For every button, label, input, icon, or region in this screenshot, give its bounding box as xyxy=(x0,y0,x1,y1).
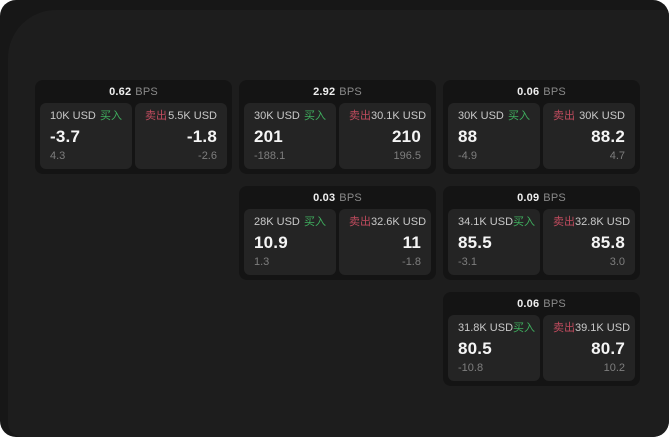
bps-value: 2.92 xyxy=(313,85,336,98)
buy-side-tag: 买入 xyxy=(100,110,122,122)
sell-amount-label: 30.1K USD xyxy=(371,110,427,122)
quote-card-grid: 0.62 BPS 10K USD 买入 -3.7 4.3 卖出 xyxy=(35,80,640,386)
bps-header: 0.09 BPS xyxy=(448,186,635,209)
bps-unit-label: BPS xyxy=(339,191,362,204)
sell-delta: -2.6 xyxy=(198,150,217,162)
quote-card: 0.03 BPS 28K USD 买入 10.9 1.3 卖出 xyxy=(239,186,436,280)
buy-price: 201 xyxy=(254,127,283,146)
sell-panel[interactable]: 卖出 30K USD 88.2 4.7 xyxy=(543,103,635,169)
quote-card: 0.09 BPS 34.1K USD 买入 85.5 -3.1 卖出 xyxy=(443,186,640,280)
buy-amount-label: 30K USD xyxy=(254,110,300,122)
sell-price: 11 xyxy=(402,233,421,252)
buy-amount-label: 28K USD xyxy=(254,216,300,228)
bps-value: 0.03 xyxy=(313,191,336,204)
sell-panel[interactable]: 卖出 32.6K USD 11 -1.8 xyxy=(339,209,431,275)
buy-delta: 1.3 xyxy=(254,256,270,268)
buy-side-tag: 买入 xyxy=(304,216,326,228)
buy-side-tag: 买入 xyxy=(513,216,536,228)
sell-amount-label: 32.6K USD xyxy=(371,216,427,228)
buy-panel[interactable]: 30K USD 买入 88 -4.9 xyxy=(448,103,540,169)
buy-delta: -4.9 xyxy=(458,150,477,162)
bps-header: 0.06 BPS xyxy=(448,292,635,315)
sell-panel[interactable]: 卖出 5.5K USD -1.8 -2.6 xyxy=(135,103,227,169)
bps-value: 0.06 xyxy=(517,85,540,98)
buy-panel[interactable]: 34.1K USD 买入 85.5 -3.1 xyxy=(448,209,540,275)
sell-delta: 4.7 xyxy=(609,150,625,162)
sell-side-tag: 卖出 xyxy=(553,110,575,122)
buy-price: 80.5 xyxy=(458,339,492,358)
bps-value: 0.06 xyxy=(517,297,540,310)
bps-unit-label: BPS xyxy=(135,85,158,98)
buy-amount-label: 10K USD xyxy=(50,110,96,122)
sell-side-tag: 卖出 xyxy=(349,216,371,228)
sell-side-tag: 卖出 xyxy=(145,110,167,122)
sell-panel[interactable]: 卖出 39.1K USD 80.7 10.2 xyxy=(543,315,635,381)
buy-delta: -10.8 xyxy=(458,362,484,374)
bps-header: 0.62 BPS xyxy=(40,80,227,103)
bps-header: 2.92 BPS xyxy=(244,80,431,103)
sell-amount-label: 5.5K USD xyxy=(168,110,217,122)
sell-panel[interactable]: 卖出 30.1K USD 210 196.5 xyxy=(339,103,431,169)
bps-header: 0.06 BPS xyxy=(448,80,635,103)
sell-price: 80.7 xyxy=(591,339,625,358)
buy-side-tag: 买入 xyxy=(304,110,326,122)
sell-side-tag: 卖出 xyxy=(349,110,371,122)
buy-amount-label: 34.1K USD xyxy=(458,216,514,228)
quote-card: 0.06 BPS 31.8K USD 买入 80.5 -10.8 卖 xyxy=(443,292,640,386)
sell-side-tag: 卖出 xyxy=(553,216,575,228)
buy-panel[interactable]: 30K USD 买入 201 -188.1 xyxy=(244,103,336,169)
buy-side-tag: 买入 xyxy=(508,110,530,122)
sell-price: 210 xyxy=(392,127,421,146)
sell-price: 88.2 xyxy=(591,127,625,146)
bps-unit-label: BPS xyxy=(543,85,566,98)
buy-delta: 4.3 xyxy=(50,150,66,162)
sell-amount-label: 39.1K USD xyxy=(575,322,631,334)
sell-side-tag: 卖出 xyxy=(553,322,575,334)
buy-panel[interactable]: 31.8K USD 买入 80.5 -10.8 xyxy=(448,315,540,381)
buy-price: 85.5 xyxy=(458,233,492,252)
quote-card: 2.92 BPS 30K USD 买入 201 -188.1 卖出 xyxy=(239,80,436,174)
bps-unit-label: BPS xyxy=(339,85,362,98)
sell-delta: 10.2 xyxy=(603,362,625,374)
sell-delta: -1.8 xyxy=(402,256,421,268)
buy-price: -3.7 xyxy=(50,127,81,146)
buy-side-tag: 买入 xyxy=(513,322,536,334)
buy-price: 10.9 xyxy=(254,233,288,252)
buy-delta: -3.1 xyxy=(458,256,477,268)
quote-card: 0.06 BPS 30K USD 买入 88 -4.9 卖出 xyxy=(443,80,640,174)
bps-value: 0.62 xyxy=(109,85,132,98)
bps-value: 0.09 xyxy=(517,191,540,204)
sell-delta: 196.5 xyxy=(393,150,421,162)
buy-amount-label: 31.8K USD xyxy=(458,322,514,334)
sell-delta: 3.0 xyxy=(609,256,625,268)
sell-price: 85.8 xyxy=(591,233,625,252)
buy-price: 88 xyxy=(458,127,478,146)
bps-header: 0.03 BPS xyxy=(244,186,431,209)
buy-delta: -188.1 xyxy=(254,150,286,162)
buy-amount-label: 30K USD xyxy=(458,110,504,122)
buy-panel[interactable]: 10K USD 买入 -3.7 4.3 xyxy=(40,103,132,169)
quote-card: 0.62 BPS 10K USD 买入 -3.7 4.3 卖出 xyxy=(35,80,232,174)
sell-amount-label: 32.8K USD xyxy=(575,216,631,228)
sell-panel[interactable]: 卖出 32.8K USD 85.8 3.0 xyxy=(543,209,635,275)
sell-price: -1.8 xyxy=(186,127,217,146)
buy-panel[interactable]: 28K USD 买入 10.9 1.3 xyxy=(244,209,336,275)
sell-amount-label: 30K USD xyxy=(579,110,625,122)
bps-unit-label: BPS xyxy=(543,191,566,204)
bps-unit-label: BPS xyxy=(543,297,566,310)
